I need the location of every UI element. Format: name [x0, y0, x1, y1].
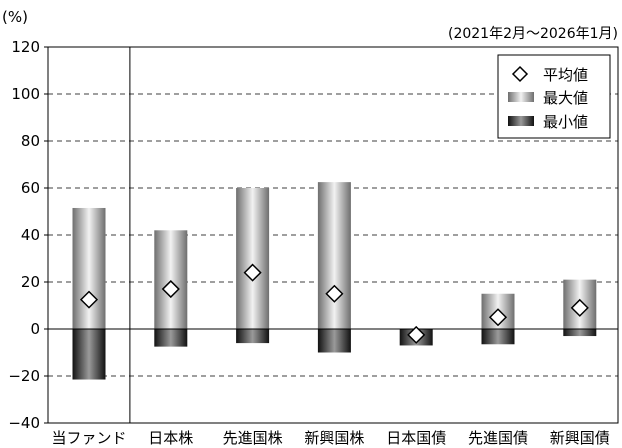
max-bar	[72, 207, 106, 329]
mean-marker	[570, 298, 589, 317]
mean-marker	[407, 325, 426, 344]
mean-marker	[243, 263, 262, 282]
grid-lines	[48, 93, 618, 377]
legend: 平均値 最大値 最小値	[497, 54, 611, 139]
min-bar	[563, 329, 597, 337]
y-tick-label: 60	[21, 179, 40, 197]
mean-marker	[325, 284, 344, 303]
x-tick-label: 新興国株	[304, 429, 364, 447]
x-tick-label: 日本国債	[386, 429, 446, 447]
legend-min-swatch	[508, 116, 534, 126]
unit-label: (%)	[2, 8, 28, 26]
y-tick-label: 20	[21, 273, 40, 291]
legend-max-label: 最大値	[543, 89, 588, 107]
mean-marker	[488, 308, 508, 327]
max-bar	[317, 182, 351, 329]
y-tick-label: 0	[30, 320, 40, 338]
bars-group	[72, 182, 597, 380]
legend-max-swatch	[508, 92, 534, 102]
x-tick-labels: 当ファンド 日本株 先進国株 新興国株 日本国債 先進国債 新興国債	[51, 429, 609, 447]
mean-marker	[79, 290, 99, 309]
legend-mean-label: 平均値	[543, 66, 588, 84]
x-tick-label: 日本株	[148, 429, 193, 447]
max-bar	[236, 188, 270, 329]
period-label: (2021年2月～2026年1月)	[448, 26, 618, 42]
x-tick-label: 当ファンド	[51, 429, 126, 447]
x-tick-label: 先進国債	[468, 429, 528, 447]
min-bar	[72, 329, 106, 380]
legend-mean-diamond-icon	[511, 65, 529, 83]
min-bar	[154, 329, 188, 347]
y-tick-label: −20	[8, 367, 40, 385]
legend-min-label: 最小値	[543, 113, 588, 131]
mean-marker	[161, 279, 180, 299]
min-bar	[236, 329, 270, 344]
min-bar	[317, 329, 351, 353]
y-tick-labels: −40 −20 0 20 40 60 80 100 120	[8, 38, 40, 432]
min-bar	[481, 329, 515, 345]
y-tick-label: 40	[21, 226, 40, 244]
y-tick-label: −40	[8, 414, 40, 432]
y-tick-label: 100	[11, 85, 40, 103]
max-bar	[154, 230, 188, 329]
x-tick-label: 先進国株	[223, 429, 283, 447]
axes-group	[44, 46, 619, 424]
mean-markers-group	[79, 263, 589, 344]
y-tick-label: 120	[11, 38, 40, 56]
y-tick-label: 80	[21, 132, 40, 150]
x-tick-label: 新興国債	[550, 429, 610, 447]
